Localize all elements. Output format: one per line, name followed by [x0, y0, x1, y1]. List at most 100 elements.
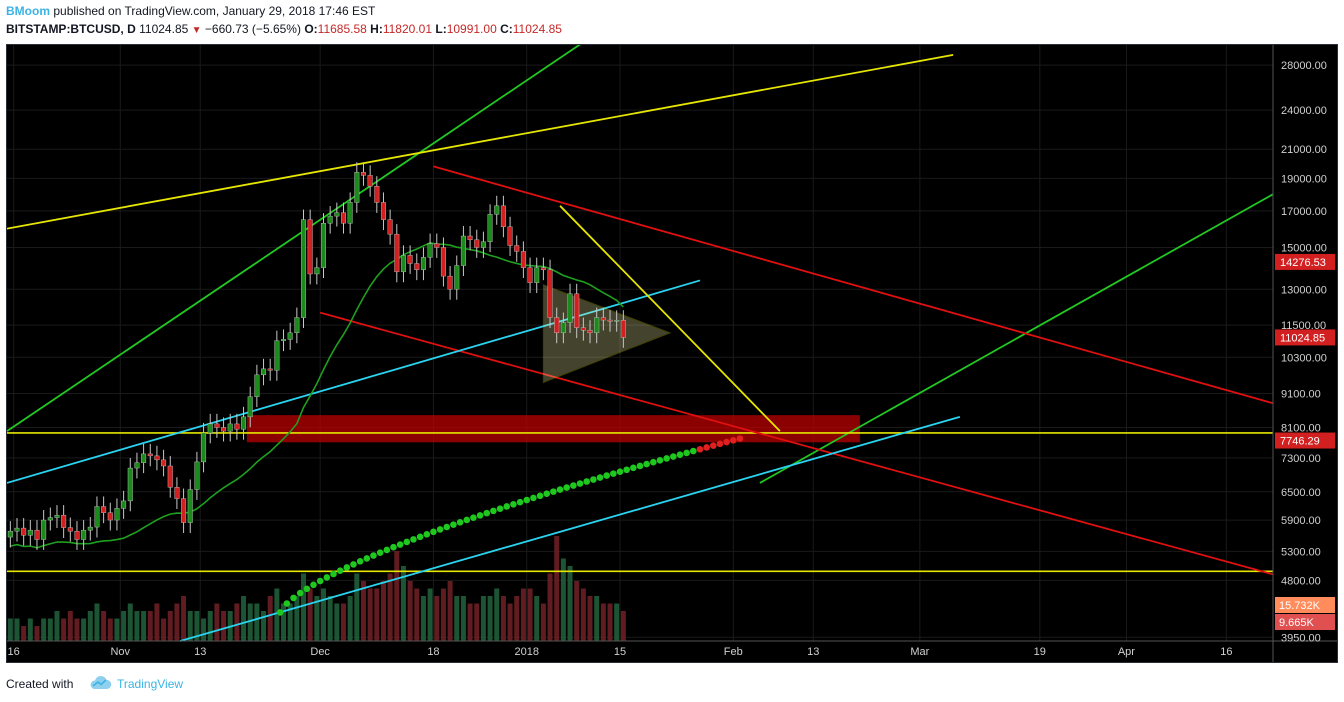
x-tick-label: Nov — [110, 646, 130, 658]
candle-body — [201, 432, 207, 463]
symbol-label[interactable]: BITSTAMP:BTCUSD, D — [6, 22, 136, 36]
candle-body — [520, 251, 526, 268]
projection-dot — [330, 570, 337, 578]
candle-body — [367, 175, 373, 187]
candle-body — [614, 320, 620, 322]
projection-dot — [496, 505, 504, 512]
volume-badge-label: 15.732K — [1279, 600, 1321, 612]
volume-bar — [380, 581, 386, 641]
candle-body — [307, 219, 313, 275]
y-tick-label: 3950.00 — [1281, 632, 1321, 644]
y-tick-label: 5300.00 — [1281, 546, 1321, 558]
volume-bar — [520, 588, 526, 641]
volume-bar — [620, 611, 626, 641]
price-chart[interactable]: 28000.00 24000.00 21000.00 19000.00 17000.00… — [6, 44, 1338, 663]
projection-dot — [610, 470, 617, 477]
projection-dot — [690, 447, 697, 455]
candle-body — [7, 530, 13, 538]
projection-dot — [416, 533, 424, 541]
volume-bar — [327, 596, 333, 641]
projection-dot — [510, 501, 517, 508]
projection-dot — [709, 442, 717, 449]
price-badge-label: 14276.53 — [1280, 257, 1326, 269]
price-badge — [1275, 432, 1335, 449]
ohlc-legend: BITSTAMP:BTCUSD, D 11024.85 ▼ −660.73 (−… — [6, 22, 562, 36]
volume-bar — [121, 611, 127, 641]
low-value: 10991.00 — [446, 22, 497, 36]
projection-dot — [576, 480, 584, 487]
volume-bar — [414, 588, 420, 641]
publish-line: BMoom published on TradingView.com, Janu… — [6, 4, 375, 18]
volume-bar — [467, 603, 473, 641]
projection-dot — [283, 600, 291, 607]
volume-bar — [61, 618, 67, 641]
candle-body — [67, 527, 73, 532]
candle-body — [121, 500, 127, 509]
candle-body — [94, 506, 100, 528]
projection-dot — [703, 444, 710, 451]
candle-body — [274, 340, 280, 371]
volume-bar — [607, 603, 613, 641]
chart-canvas[interactable]: 28000.00 24000.00 21000.00 19000.00 17000.00… — [7, 45, 1337, 662]
y-tick-label: 4800.00 — [1281, 575, 1321, 587]
price-change: −660.73 (−5.65%) — [204, 22, 301, 36]
y-tick-label: 28000.00 — [1281, 60, 1327, 72]
projection-dot — [370, 552, 377, 559]
projection-dot — [656, 456, 664, 464]
volume-bar — [241, 596, 247, 641]
volume-bar — [301, 573, 307, 641]
projection-dot — [336, 567, 344, 574]
candle-body — [27, 529, 33, 536]
candle-body — [540, 267, 546, 270]
candle-body — [594, 317, 600, 334]
candle-body — [147, 453, 153, 457]
candle-body — [427, 243, 433, 258]
projection-dot — [443, 523, 451, 531]
candle-body — [61, 514, 67, 528]
x-tick-label: 2018 — [514, 646, 538, 658]
projection-dot — [430, 528, 437, 536]
x-tick-label: 16 — [8, 646, 20, 658]
y-tick-label: 24000.00 — [1281, 105, 1327, 117]
projection-dot — [390, 543, 397, 551]
candle-body — [167, 465, 173, 488]
volume-bar — [480, 596, 486, 641]
author-link[interactable]: BMoom — [6, 4, 50, 18]
projection-dot — [696, 445, 704, 453]
volume-bar — [534, 596, 540, 641]
candle-body — [334, 212, 340, 217]
volume-bar — [154, 603, 160, 641]
projection-dot — [643, 460, 650, 468]
candle-body — [301, 219, 307, 318]
volume-bar — [261, 611, 267, 641]
volume-bar — [7, 618, 13, 641]
x-tick-label: Feb — [724, 646, 743, 658]
projection-dot — [616, 468, 624, 475]
volume-bar — [594, 596, 600, 641]
volume-bar — [181, 596, 187, 641]
projection-dot — [530, 494, 537, 502]
volume-bar — [440, 588, 446, 641]
projection-dot — [603, 472, 610, 479]
candle-body — [207, 423, 213, 434]
projection-dot — [650, 458, 657, 466]
candle-body — [41, 519, 47, 540]
down-arrow-icon: ▼ — [191, 25, 202, 36]
volume-bar — [87, 611, 93, 641]
volume-bar — [234, 603, 240, 641]
candle-body — [560, 322, 566, 334]
candle-body — [400, 255, 406, 273]
candle-body — [460, 235, 466, 266]
candle-body — [554, 317, 560, 334]
volume-bar — [174, 603, 180, 641]
tradingview-link[interactable]: TradingView — [117, 677, 184, 691]
candle-body — [380, 202, 386, 220]
candle-body — [47, 517, 53, 521]
tradingview-cloud-icon[interactable] — [88, 675, 112, 691]
volume-bar — [167, 611, 173, 641]
candle-body — [447, 275, 453, 290]
candle-body — [454, 265, 460, 290]
volume-bar — [547, 573, 553, 641]
candle-body — [127, 467, 133, 502]
projection-dot — [550, 488, 557, 495]
